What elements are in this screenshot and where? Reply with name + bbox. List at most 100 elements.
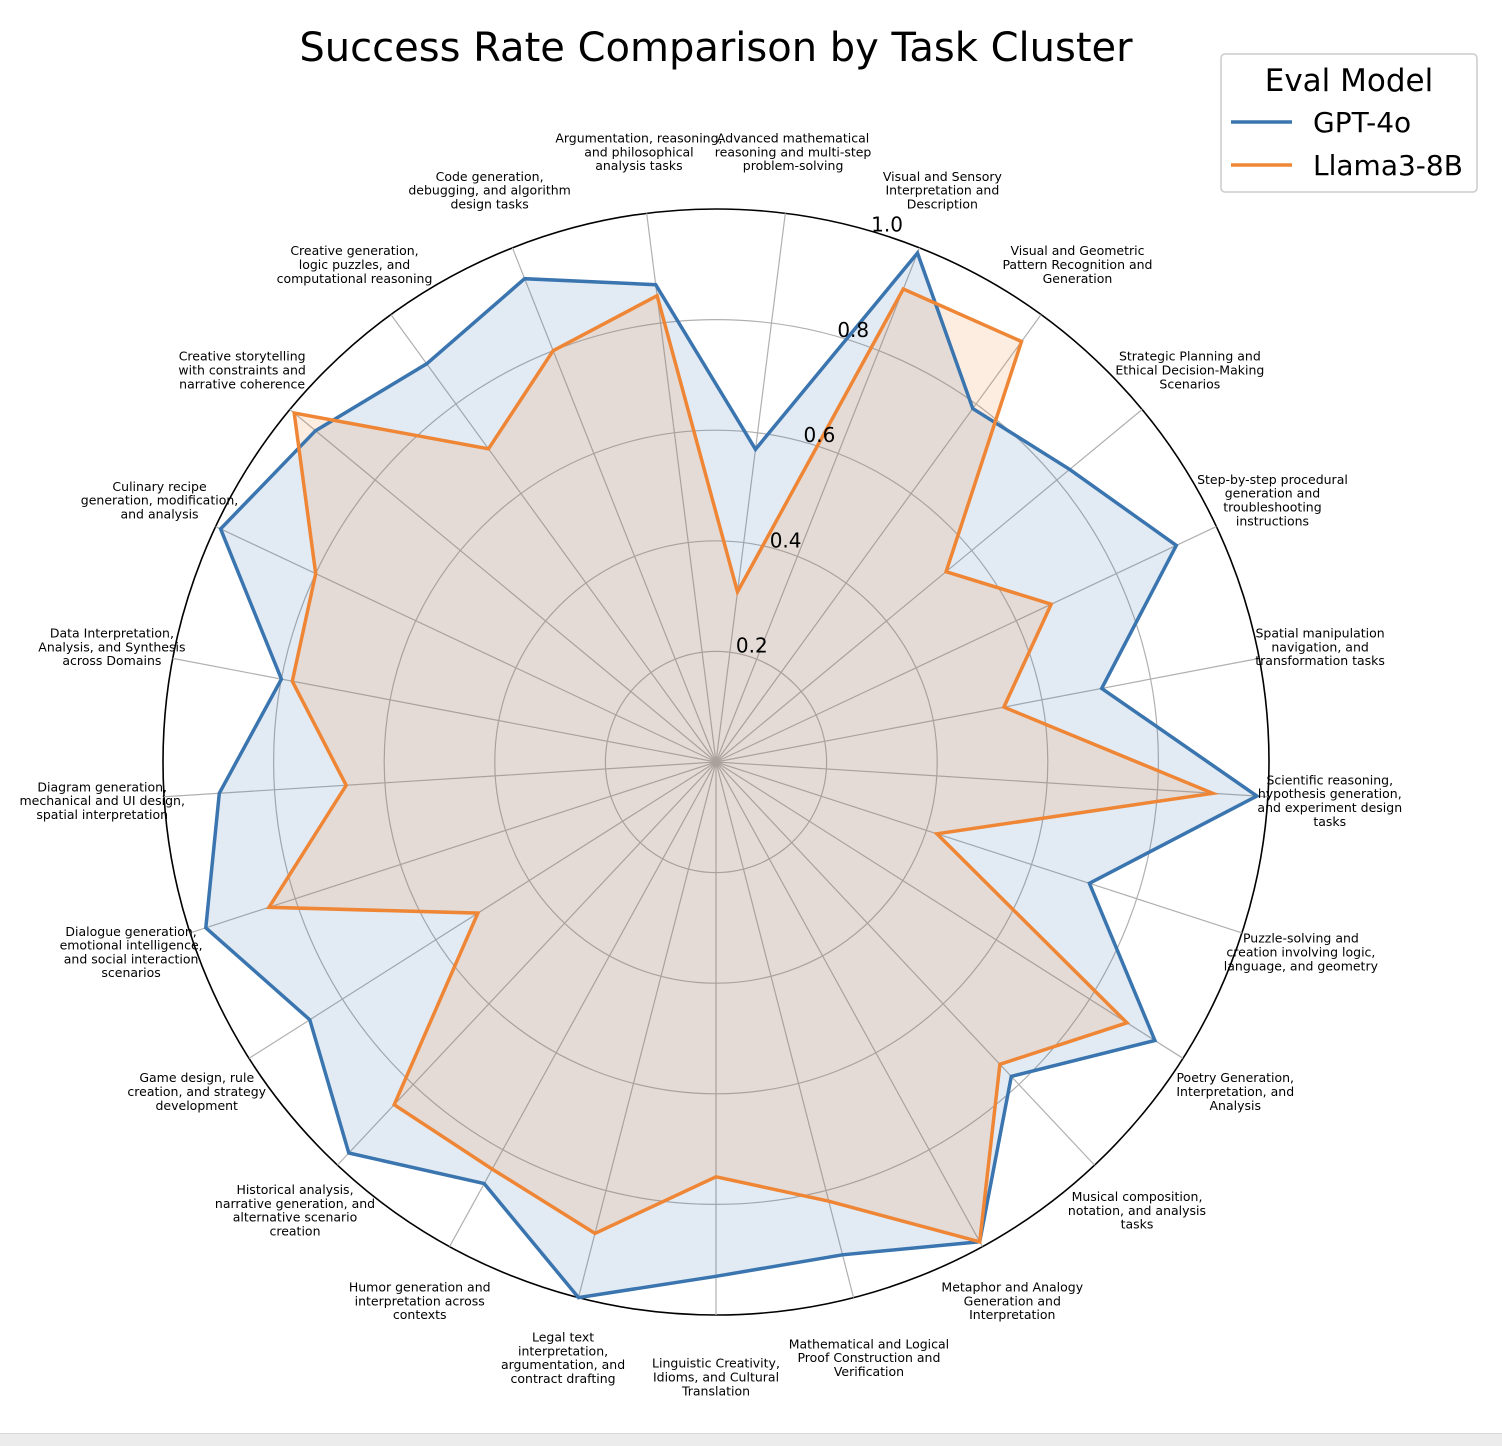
legend-label-llama3-8b: Llama3-8B — [1313, 149, 1463, 182]
category-label-line: tasks — [1121, 1217, 1154, 1232]
radar-spoke — [715, 314, 1042, 763]
category-label-line: Mathematical and Logical — [789, 1336, 949, 1351]
category-label-line: Interpretation — [969, 1307, 1055, 1322]
category-label-line: Creative generation, — [290, 243, 418, 258]
chart-title: Success Rate Comparison by Task Cluster — [299, 25, 1133, 71]
category-label-line: Ethical Decision-Making — [1115, 363, 1264, 378]
radar-spoke — [715, 247, 921, 763]
category-label: Data Interpretation, Analysis, and Synthe… — [38, 626, 185, 669]
radar-spoke — [189, 761, 717, 934]
category-label: Metaphor and Analogy Generation and Interp… — [941, 1280, 1083, 1323]
category-label-line: Pattern Recognition and — [1002, 257, 1152, 272]
category-label-line: spatial interpretation — [36, 807, 168, 822]
category-label-line: Culinary recipe — [112, 479, 207, 494]
series-line-llama3-8b — [265, 286, 1220, 1245]
category-label: Visual and Sensory Interpretation and Desc… — [883, 169, 1003, 212]
radar-spoke — [715, 761, 1243, 934]
radar-spoke — [164, 761, 717, 798]
category-label-line: Analysis, and Synthesis — [38, 639, 185, 654]
category-label-line: debugging, and algorithm — [408, 183, 570, 198]
category-label-line: Musical composition, — [1072, 1189, 1203, 1204]
category-label: Strategic Planning and Ethical Decision-M… — [1115, 349, 1264, 392]
category-label-line: problem-solving — [743, 158, 844, 173]
category-label-line: Advanced mathematical — [717, 131, 869, 146]
category-label-line: and experiment design — [1257, 800, 1402, 815]
category-label: Visual and Geometric Pattern Recognition … — [1002, 243, 1152, 286]
category-label-line: Puzzle-solving and — [1243, 931, 1359, 946]
category-label-line: creation, and strategy — [127, 1084, 266, 1099]
category-label-line: Visual and Sensory — [883, 169, 1003, 184]
category-label-line: Humor generation and — [349, 1280, 491, 1295]
category-label-line: language, and geometry — [1224, 958, 1379, 973]
category-label-line: Scenarios — [1159, 376, 1220, 391]
category-label-line: with constraints and — [178, 363, 305, 378]
category-label-line: Legal text — [532, 1330, 594, 1345]
category-label-line: generation and — [1225, 486, 1320, 501]
category-label: Advanced mathematical reasoning and multi… — [715, 131, 872, 174]
radar-spoke — [715, 526, 1217, 763]
legend: Eval Model GPT-4o Llama3-8B — [1220, 53, 1478, 193]
category-label-line: Code generation, — [436, 169, 544, 184]
category-label-line: across Domains — [62, 653, 161, 668]
radial-tick-labels: 0.2 0.4 0.6 0.8 1.0 — [736, 212, 903, 657]
category-label-line: troubleshooting — [1223, 500, 1321, 515]
category-label: Linguistic Creativity, Idioms, and Cultur… — [652, 1356, 780, 1399]
category-label-line: instructions — [1236, 513, 1309, 528]
radar-spoke — [715, 657, 1260, 763]
radar-spoke — [449, 761, 717, 1247]
category-label-line: and philosophical — [584, 144, 693, 159]
category-label: Creative storytelling with constraints an… — [178, 349, 305, 392]
category-label: Code generation, debugging, and algorithm… — [408, 169, 570, 212]
category-label-line: Creative storytelling — [179, 349, 306, 364]
category-label: Diagram generation, mechanical and UI des… — [19, 779, 184, 822]
series-fill-llama3-8b — [269, 289, 1213, 1242]
radial-tick-label: 0.4 — [770, 528, 802, 552]
category-labels: Advanced mathematical reasoning and multi… — [19, 131, 1402, 1399]
radar-series — [203, 249, 1261, 1300]
category-label-line: Step-by-step procedural — [1197, 472, 1348, 487]
radar-grid — [162, 208, 1270, 1316]
category-label: Musical composition, notation, and analys… — [1068, 1189, 1206, 1232]
category-label-line: narrative coherence — [179, 376, 305, 391]
category-label-line: development — [156, 1098, 239, 1113]
radar-spoke — [715, 761, 1184, 1059]
category-label: Puzzle-solving and creation involving log… — [1224, 931, 1379, 974]
category-label-line: Idioms, and Cultural — [653, 1370, 779, 1385]
category-label-line: Proof Construction and — [797, 1350, 940, 1365]
category-label-line: contexts — [393, 1307, 447, 1322]
radial-tick-label: 0.8 — [837, 318, 869, 342]
category-label-line: scenarios — [101, 965, 160, 980]
category-label: Dialogue generation, emotional intelligen… — [60, 924, 203, 980]
category-label-line: Visual and Geometric — [1010, 243, 1144, 258]
category-label: Spatial manipulation navigation, and trans… — [1255, 626, 1385, 669]
bottom-scrollbar — [0, 1433, 1502, 1446]
category-label-line: Generation — [1043, 271, 1113, 286]
category-label-line: generation, modification, — [81, 493, 238, 508]
category-label-line: contract drafting — [511, 1371, 616, 1386]
category-label-line: Strategic Planning and — [1119, 349, 1261, 364]
category-label: Humor generation and interpretation acros… — [349, 1280, 491, 1323]
radar-spoke — [172, 657, 717, 763]
radar-spoke — [715, 213, 786, 763]
category-label-line: Translation — [681, 1383, 750, 1398]
category-label-line: Description — [907, 197, 978, 212]
category-label-line: Linguistic Creativity, — [652, 1356, 780, 1371]
category-label-line: Interpretation and — [885, 183, 999, 198]
radial-tick-label: 0.6 — [804, 423, 836, 447]
radar-spoke — [511, 247, 717, 763]
category-label: Game design, rule creation, and strategy d… — [127, 1070, 266, 1113]
series-fill-gpt-4o — [205, 253, 1257, 1298]
category-label: Poetry Generation, Interpretation, and Ana… — [1176, 1070, 1294, 1113]
category-label-line: argumentation, and — [501, 1357, 625, 1372]
category-label-line: narrative generation, and — [215, 1196, 375, 1211]
category-label-line: Verification — [834, 1364, 904, 1379]
category-label-line: and analysis — [120, 506, 198, 521]
legend-frame — [1220, 53, 1478, 193]
category-label-line: logic puzzles, and — [299, 257, 411, 272]
category-label-line: Diagram generation, — [37, 779, 167, 794]
category-label-line: Scientific reasoning, — [1266, 772, 1393, 787]
category-label-line: transformation tasks — [1255, 653, 1385, 668]
category-label-line: Game design, rule — [139, 1070, 254, 1085]
radial-tick-label: 0.2 — [736, 634, 768, 658]
